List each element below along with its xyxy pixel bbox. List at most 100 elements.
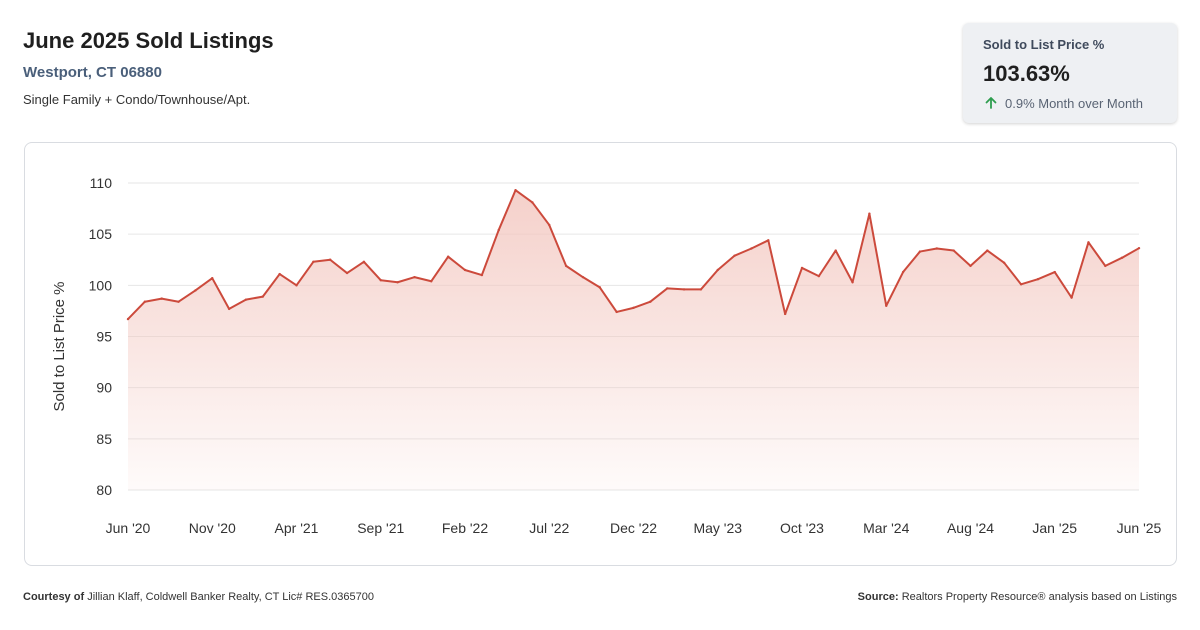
data-point [194,289,197,292]
data-point [800,266,804,270]
data-point [1036,277,1040,281]
data-point [699,288,703,291]
data-point [329,258,332,261]
data-point [396,281,399,284]
data-point [682,288,686,291]
data-point [261,295,264,298]
data-point [1019,283,1023,286]
data-point [885,304,888,307]
data-point [312,260,315,263]
data-point [345,271,349,275]
data-point [564,264,568,268]
property-type-subtitle: Single Family + Condo/Townhouse/Apt. [23,92,251,107]
data-point [531,201,534,204]
data-point [901,270,905,274]
data-point [1053,270,1056,274]
data-point [952,249,955,252]
data-point [666,287,669,290]
kpi-change: 0.9% Month over Month [983,95,1157,111]
data-point [160,297,163,300]
kpi-change-text: 0.9% Month over Month [1005,95,1144,111]
x-tick-label: Dec '22 [610,520,657,536]
data-point [446,255,450,258]
courtesy-prefix: Courtesy of [23,591,85,603]
data-point [463,268,467,272]
data-point [514,188,517,192]
y-tick-label: 85 [96,431,112,447]
x-tick-label: Apr '21 [275,520,319,536]
page-title: June 2025 Sold Listings [23,28,274,53]
data-point [430,280,433,283]
location-subtitle: Westport, CT 06880 [23,64,162,81]
x-tick-label: Nov '20 [189,520,236,536]
y-tick-label: 110 [90,175,113,191]
data-point [126,317,130,321]
data-point [227,307,231,311]
courtesy-footer: Courtesy of Jillian Klaff, Coldwell Bank… [23,591,374,603]
data-point [716,268,719,272]
source-footer: Source: Realtors Property Resource® anal… [858,591,1177,603]
data-point [413,275,416,279]
arrow-up-icon [983,95,999,111]
y-tick-label: 90 [96,380,112,396]
data-point [834,249,837,252]
y-tick-label: 105 [89,226,113,242]
area-fill [128,190,1139,490]
data-point [750,247,753,250]
data-point [1120,256,1124,259]
data-point [497,228,500,232]
y-tick-label: 95 [96,329,112,345]
kpi-label: Sold to List Price % [983,37,1105,52]
data-point [1104,264,1107,268]
data-point [733,254,736,257]
x-tick-label: Feb '22 [442,520,488,536]
x-tick-label: May '23 [693,520,742,536]
data-point [143,300,147,303]
data-point [1087,241,1090,244]
data-point [177,300,180,303]
data-point [918,250,922,253]
data-point [632,306,635,310]
data-point [615,310,618,314]
data-point [783,312,787,316]
kpi-card: Sold to List Price % 103.63% 0.9% Month … [963,23,1177,123]
y-axis-label: Sold to List Price % [51,281,68,411]
data-point [1070,296,1073,299]
data-point [649,300,652,303]
data-point [211,276,214,280]
data-point [548,223,551,227]
chart-panel: 80 85 90 95 100 105 110 Jun '20 Nov '20 Apr '21 Se… [24,142,1177,566]
x-tick-label: Jul '22 [529,520,569,536]
data-point [379,279,382,282]
y-tick-label: 80 [96,482,112,498]
x-tick-label: Jun '20 [106,520,151,536]
data-point [767,239,770,242]
x-tick-label: Sep '21 [357,520,404,536]
courtesy-text: Jillian Klaff, Coldwell Banker Realty, C… [87,591,374,603]
data-point [581,275,585,279]
source-prefix: Source: [857,591,899,603]
x-tick-label: Oct '23 [780,520,824,536]
data-point [1003,261,1006,265]
data-point [868,212,871,215]
data-point [986,249,989,252]
data-point [851,281,854,284]
x-tick-label: Jan '25 [1032,520,1077,536]
x-tick-label: Jun '25 [1117,520,1162,536]
data-point [598,286,601,289]
line-chart: 80 85 90 95 100 105 110 Jun '20 Nov '20 Apr '21 Se… [51,175,1162,536]
data-point [1137,246,1141,250]
y-tick-label: 100 [89,277,113,293]
kpi-value: 103.63% [983,61,1070,86]
data-point [935,247,938,250]
data-point [244,298,248,301]
x-tick-label: Aug '24 [947,520,994,536]
data-point [295,284,298,287]
data-point [817,274,821,278]
x-tick-label: Mar '24 [863,520,909,536]
data-point [480,273,484,277]
data-point [362,260,366,263]
source-text: Realtors Property Resource® analysis bas… [901,591,1177,603]
data-point [969,264,972,268]
data-point [278,272,281,276]
